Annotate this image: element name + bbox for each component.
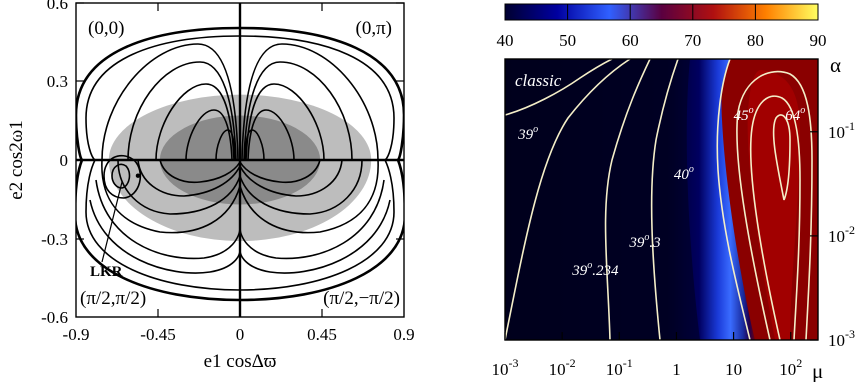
colorbar-tick-label-40: 40 [497,31,514,50]
right-x-tick-label: 10-2 [549,356,576,379]
contour-label: 64o [785,105,805,124]
outer-curve-6 [85,35,241,161]
left-plot-frame [75,2,405,318]
contour-label: 39o.3 [628,232,660,251]
left-x-tick-0.45: 0.45 [307,325,337,344]
contour-45 [716,59,751,340]
outer-curve-2 [76,26,241,161]
lkr-arrow [101,181,123,263]
colorbar-tick-label-90: 90 [810,31,827,50]
colorbar-tick-label-80: 80 [747,31,764,50]
contour-labels: 39o 39o.234 39o.3 40o 45o 64o [517,105,805,279]
left-x-tick-0: 0 [236,325,245,344]
lkr-loop-2 [103,154,142,199]
outer-curve-4 [76,159,241,302]
lkr-loop-1 [111,163,131,189]
arch-8 [245,83,325,161]
contour-classic [505,59,613,116]
lkr-label: LKR [90,264,123,280]
left-y-axis-label: e2 cos2ω1 [6,120,27,200]
arch-5 [215,129,236,161]
right-y-tick-label: 10-2 [828,223,855,246]
contour-label: 45o [734,105,754,124]
right-plot-frame [504,58,819,341]
contour-64-inner [749,95,801,340]
region-label-top-left: (0,0) [88,18,124,39]
arch-4 [185,109,233,161]
region-label-top-right: (0,π) [356,18,393,39]
heatmap-red-core [747,70,800,340]
heatmap-deep-region [505,59,700,340]
left-y-tick-0.6: 0.6 [47,0,68,13]
contour-label: 39o.234 [571,260,619,279]
arch-3 [155,83,235,161]
contour-40 [650,59,679,340]
right-x-tick-label: 102 [779,356,802,379]
right-x-ticks: 10-3 10-2 10-1 1 10 102 [492,332,802,379]
right-y-ticks: 10-1 10-2 10-3 [810,119,855,350]
right-y-tick-label: 10-3 [828,327,855,350]
arch-7 [243,61,353,161]
colorbar-tick-label-60: 60 [622,31,639,50]
left-panel: 0.6 0.3 0 -0.3 -0.6 -0.9 -0.45 0 0.45 0.… [6,0,415,372]
contour-39-234 [505,59,631,340]
left-ticks [76,2,404,317]
right-panel: 40 50 60 70 80 90 39o 39o.234 39o.3 40o 45o 64o [492,3,855,382]
outer-curve-1 [239,26,404,161]
outer-curve-7 [239,159,395,291]
left-y-tick-neg0.3: -0.3 [41,230,68,249]
right-x-tick-label: 10-1 [606,356,633,379]
left-y-tick-0: 0 [60,151,69,170]
region-label-bottom-left: (π/2,π/2) [80,288,146,309]
arch-6 [241,43,379,161]
contour-64-core [772,114,791,201]
contour-label: 40o [674,164,694,183]
right-y-tick-label: 10-1 [828,119,855,142]
arch-2 [127,61,237,161]
arch-9 [247,109,295,161]
contour-39-3 [604,59,651,340]
left-x-tick-neg0.9: -0.9 [63,325,90,344]
colorbar [504,3,819,21]
colorbar-ticks: 40 50 60 70 80 90 [497,4,827,50]
left-x-tick-neg0.45: -0.45 [140,325,175,344]
outer-curve-5 [239,35,395,161]
colorbar-tick-label-50: 50 [559,31,576,50]
lkr-point [135,173,141,178]
contour-label: 39o [517,124,538,143]
right-x-tick-label: 10-3 [492,356,519,379]
contour-lines [505,59,813,340]
contour-64-outer [736,70,813,340]
right-x-tick-label: 1 [672,360,681,379]
right-x-tick-label: 10 [725,360,742,379]
arch-10 [244,129,265,161]
classic-label: classic [515,71,562,90]
left-y-tick-0.3: 0.3 [47,72,68,91]
left-y-tick-neg0.6: -0.6 [41,308,68,327]
right-y-axis-label: α [830,53,841,77]
left-x-tick-0.9: 0.9 [393,325,414,344]
outer-curve-3 [239,159,404,302]
left-x-axis-label: e1 cosΔϖ [204,351,277,372]
region-label-bottom-right: (π/2,−π/2) [323,288,400,309]
colorbar-tick-label-70: 70 [684,31,701,50]
arch-1 [101,43,239,161]
outer-curve-8 [85,159,241,291]
right-x-axis-label: μ [812,359,823,382]
